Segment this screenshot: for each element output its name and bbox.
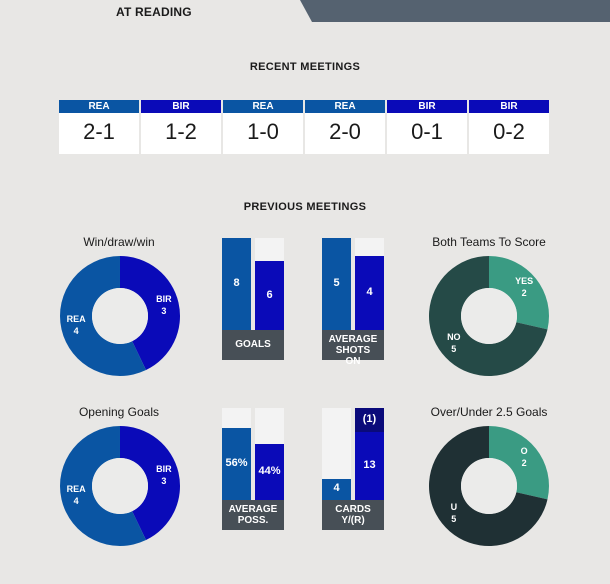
under-label: U xyxy=(451,502,458,512)
bir-bar: 6 xyxy=(255,261,284,330)
yes-slice xyxy=(489,256,549,330)
rea-bar: 8 xyxy=(222,238,251,330)
bir-slice xyxy=(120,426,180,541)
cards-caption: CARDS Y/(R) xyxy=(322,500,384,530)
bir-label: BIR xyxy=(156,294,172,304)
under-value: 5 xyxy=(451,514,456,524)
bir-label: BIR xyxy=(156,464,172,474)
donut-hole xyxy=(461,288,517,344)
meeting-score: 2-0 xyxy=(329,119,361,144)
meeting-card: REA 2-1 xyxy=(59,100,139,154)
under-slice xyxy=(429,426,548,546)
rea-bar-value: 56% xyxy=(225,457,248,470)
goals-caption: GOALS xyxy=(222,330,284,360)
rea-slice xyxy=(60,256,147,376)
rea-value: 4 xyxy=(74,496,79,506)
previous-meetings-title: PREVIOUS MEETINGS xyxy=(243,201,367,213)
over-value: 2 xyxy=(522,458,527,468)
over-label: O xyxy=(521,446,528,456)
bir-bar-value: 4 xyxy=(366,286,373,299)
rea-bar: 5 xyxy=(322,238,351,330)
btts-title: Both Teams To Score xyxy=(432,235,546,249)
bir-value: 3 xyxy=(161,476,166,486)
shots-caption: AVERAGE SHOTS ON xyxy=(322,330,384,367)
rea-bar-value: 4 xyxy=(333,482,340,495)
rea-value: 4 xyxy=(74,326,79,336)
meeting-team: BIR xyxy=(469,100,549,113)
opening-goals-title: Opening Goals xyxy=(78,405,160,419)
meeting-team: REA xyxy=(59,100,139,113)
bir-bar: 4 xyxy=(355,256,384,330)
meeting-score: 0-2 xyxy=(493,119,525,144)
rea-bar-value: 5 xyxy=(333,277,340,289)
bir-bar-value: 44% xyxy=(258,464,281,477)
bir-slice xyxy=(120,256,180,371)
recent-meetings-title: RECENT MEETINGS xyxy=(249,61,361,73)
meeting-card: BIR 0-2 xyxy=(469,100,549,154)
meeting-team: BIR xyxy=(141,100,221,113)
meeting-score: 2-1 xyxy=(83,119,115,144)
bir-bar-value: 6 xyxy=(266,288,273,301)
opening-goals-donut: BIR 3 REA 4 xyxy=(60,426,180,546)
shots-caption-text: AVERAGE SHOTS ON xyxy=(328,334,378,367)
no-label: NO xyxy=(447,332,461,342)
meeting-score: 1-0 xyxy=(247,119,279,144)
rea-label: REA xyxy=(67,314,87,324)
venue-label: AT READING xyxy=(116,5,192,19)
possession-caption: AVERAGE POSS. xyxy=(222,500,284,530)
meeting-team: REA xyxy=(223,100,303,113)
yes-value: 2 xyxy=(522,288,527,298)
win-draw-win-title: Win/draw/win xyxy=(83,235,155,249)
venue-bar xyxy=(300,0,610,22)
meeting-card: BIR 1-2 xyxy=(141,100,221,154)
bir-value: 3 xyxy=(161,306,166,316)
btts-donut: YES 2 NO 5 xyxy=(429,256,549,376)
meeting-score: 0-1 xyxy=(411,119,443,144)
over-under-donut: O 2 U 5 xyxy=(429,426,549,546)
rea-bar: 4 xyxy=(322,478,351,500)
possession-bars: 56% 44% xyxy=(222,408,284,500)
rea-slice xyxy=(60,426,147,546)
meeting-score: 1-2 xyxy=(165,119,197,144)
over-slice xyxy=(489,426,549,500)
bir-bar: 13 xyxy=(355,431,384,500)
meeting-card: REA 2-0 xyxy=(305,100,385,154)
meeting-card: BIR 0-1 xyxy=(387,100,467,154)
rea-label: REA xyxy=(67,484,87,494)
possession-caption-text: AVERAGE POSS. xyxy=(228,504,278,526)
no-slice xyxy=(429,256,548,376)
meeting-team: REA xyxy=(305,100,385,113)
meeting-card: REA 1-0 xyxy=(223,100,303,154)
rea-bar: 56% xyxy=(222,428,251,500)
donut-hole xyxy=(92,458,148,514)
no-value: 5 xyxy=(451,344,456,354)
rea-bar-value: 8 xyxy=(233,277,240,289)
yes-label: YES xyxy=(515,276,533,286)
bir-bar: 44% xyxy=(255,443,284,500)
venue-tab xyxy=(0,0,300,22)
bir-red-card-value: (1) xyxy=(362,412,377,425)
donut-hole xyxy=(461,458,517,514)
meeting-team: BIR xyxy=(387,100,467,113)
over-under-title: Over/Under 2.5 Goals xyxy=(430,405,548,419)
cards-caption-text: CARDS Y/(R) xyxy=(335,504,371,526)
bir-bar-value: 13 xyxy=(363,458,376,471)
bir-red-card-bar: (1) xyxy=(355,408,384,432)
cards-bars: 4 13 (1) xyxy=(322,408,384,500)
donut-hole xyxy=(92,288,148,344)
win-draw-win-donut: BIR 3 REA 4 xyxy=(60,256,180,376)
